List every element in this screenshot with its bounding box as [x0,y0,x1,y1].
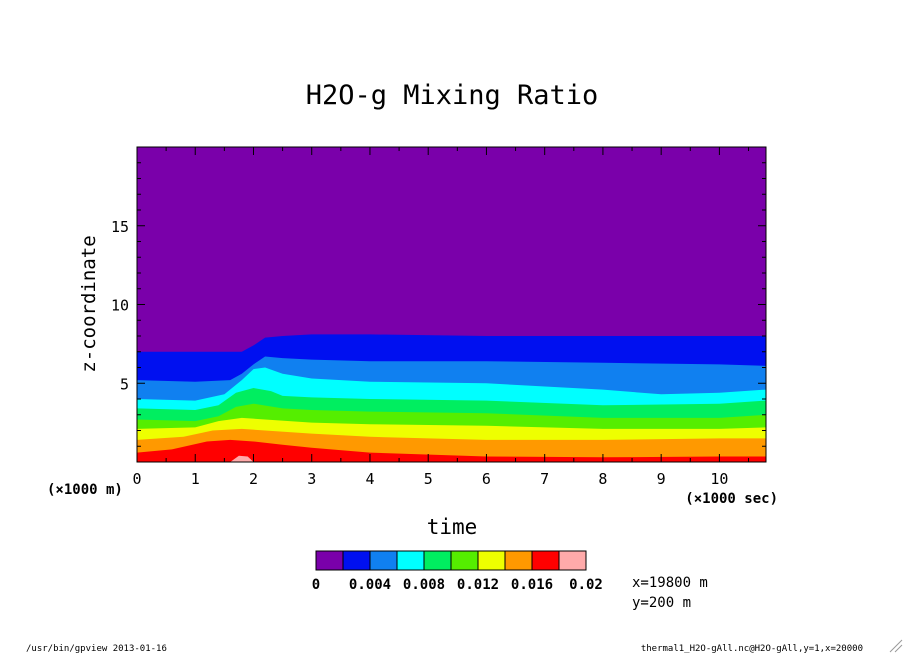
colorbar-swatch [342,550,371,571]
y-axis-unit: (×1000 m) [47,482,123,498]
x-tick-label: 0 [132,470,141,488]
colorbar-swatch [531,550,560,571]
colorbar-label: 0.016 [511,577,553,593]
y-tick-label: 5 [120,375,129,393]
x-tick-label: 5 [424,470,433,488]
x-tick-label: 7 [540,470,549,488]
footer-source-file: thermal1_H2O-gAll.nc@H2O-gAll,y=1,x=2000… [641,644,863,654]
x-tick-label: 1 [191,470,200,488]
x-axis-ticks: 0 1 2 3 4 5 6 7 8 9 10 [132,147,750,488]
y-tick-label: 15 [111,218,129,236]
colorbar-swatch [315,550,344,571]
contour-bands [137,334,766,462]
y-axis-ticks: 5 10 15 [111,162,766,447]
resize-grip-icon[interactable] [889,639,903,653]
colorbar-swatch [558,550,587,571]
x-tick-label: 8 [598,470,607,488]
colorbar-swatch [504,550,533,571]
contour-band-8 [230,455,254,462]
x-tick-label: 10 [710,470,728,488]
colorbar-swatch [450,550,479,571]
x-tick-label: 9 [657,470,666,488]
x-tick-label: 4 [365,470,374,488]
colorbar [315,550,587,571]
colorbar-label: 0 [312,577,320,593]
colorbar-swatch [423,550,452,571]
colorbar-swatch [369,550,398,571]
footer-program-date: /usr/bin/gpview 2013-01-16 [26,644,167,654]
position-y-annotation: y=200 m [632,595,691,611]
colorbar-labels: 0 0.004 0.008 0.012 0.016 0.02 [312,577,603,593]
contour-band-7 [137,439,766,462]
x-axis-label: time [427,515,478,539]
position-x-annotation: x=19800 m [632,575,708,591]
colorbar-label: 0.004 [349,577,391,593]
x-axis-unit: (×1000 sec) [685,491,778,507]
x-tick-label: 2 [249,470,258,488]
colorbar-swatch [396,550,425,571]
colorbar-label: 0.012 [457,577,499,593]
x-tick-label: 6 [482,470,491,488]
colorbar-swatch [477,550,506,571]
colorbar-label: 0.008 [403,577,445,593]
y-tick-label: 10 [111,297,129,315]
x-tick-label: 3 [307,470,316,488]
y-axis-label: z-coordinate [78,235,100,372]
chart-title: H2O-g Mixing Ratio [306,80,599,111]
colorbar-label: 0.02 [569,577,603,593]
